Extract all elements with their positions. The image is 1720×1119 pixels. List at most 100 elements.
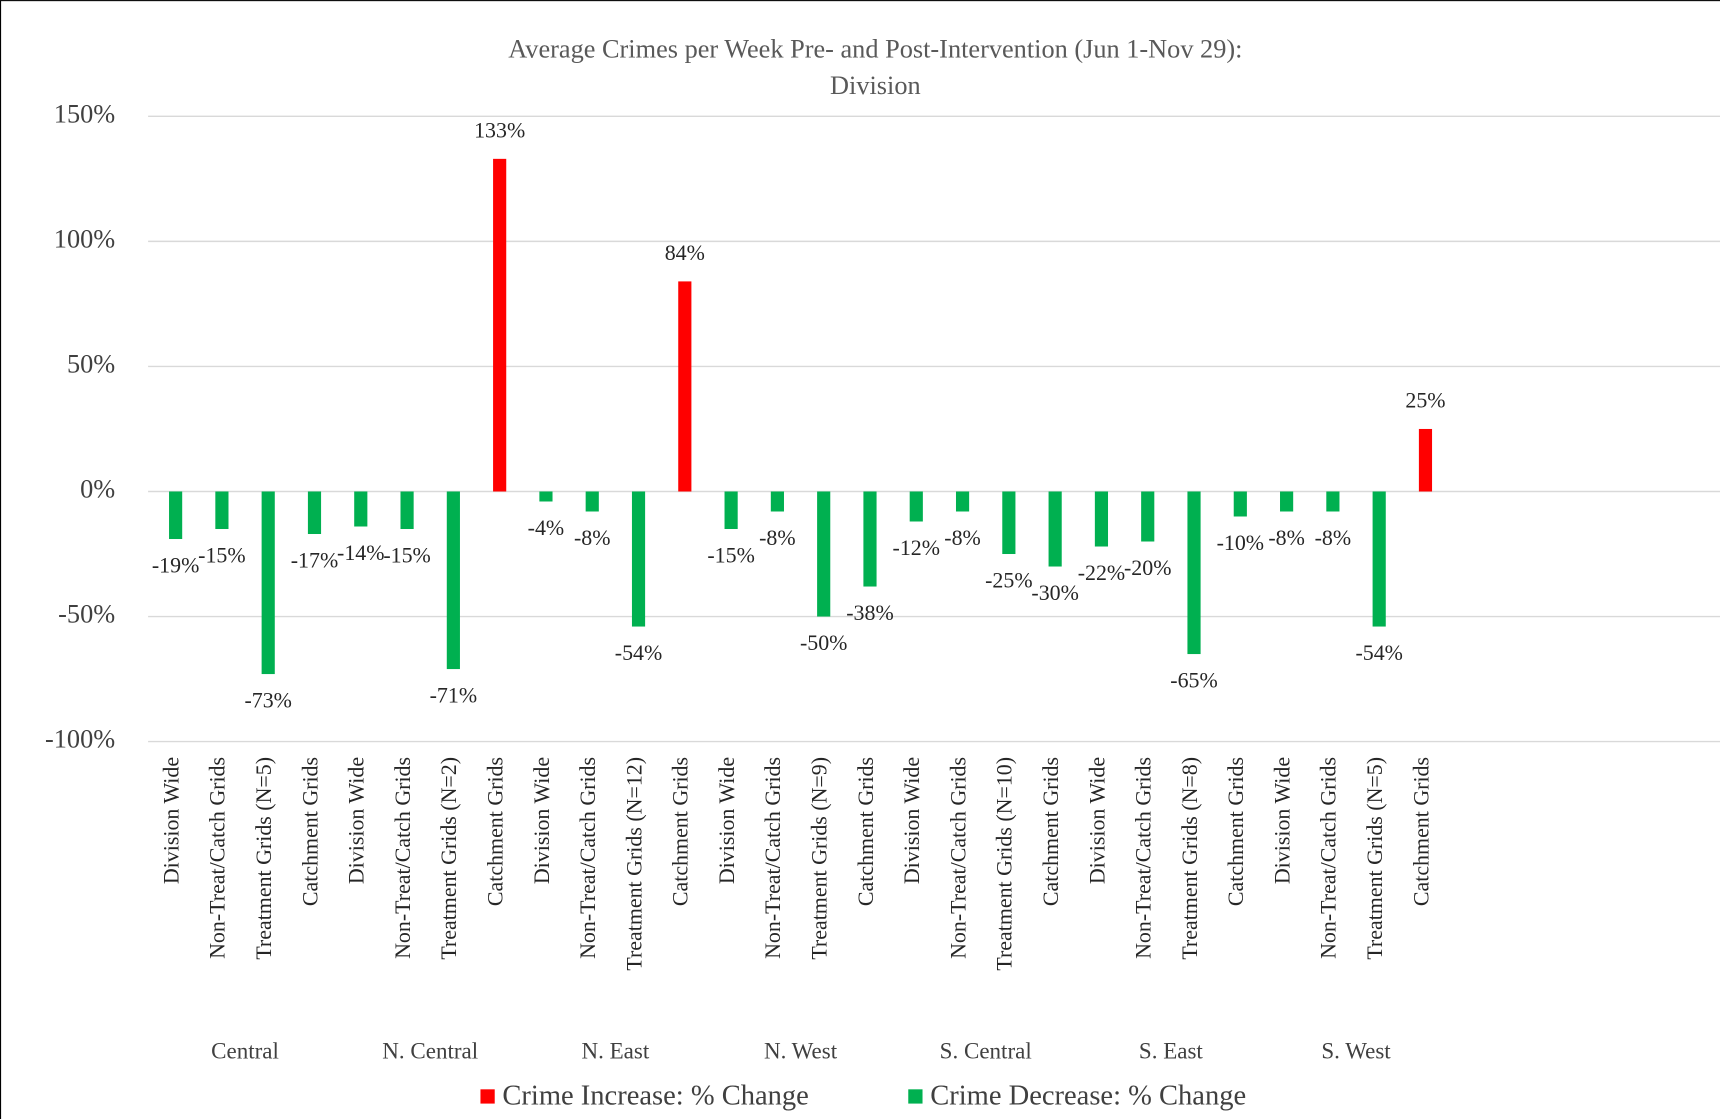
bar [1372, 491, 1386, 627]
bar [1326, 491, 1340, 512]
group-label: S. Central [940, 1037, 1032, 1063]
bar [585, 491, 599, 512]
value-label: 133% [474, 118, 525, 143]
x-tick-label: Non-Treat/Catch Grids [760, 757, 785, 959]
value-label: -54% [1355, 640, 1402, 665]
x-tick-label: Treatment Grids (N=9) [807, 757, 832, 960]
x-tick-label: Division Wide [344, 757, 369, 884]
bar [307, 491, 322, 535]
group-label: N. East [581, 1037, 649, 1063]
legend-label: Crime Decrease: % Change [930, 1081, 1246, 1112]
x-tick-label: Division Wide [158, 757, 183, 884]
bar [770, 491, 784, 512]
bar [817, 491, 831, 617]
value-label: -8% [1315, 525, 1352, 550]
value-label: -15% [707, 543, 754, 568]
y-tick-label: 150% [54, 99, 115, 128]
value-label: -8% [759, 525, 796, 550]
value-label: -30% [1031, 580, 1078, 605]
x-tick-label: Non-Treat/Catch Grids [1131, 757, 1156, 959]
legend-label: Crime Increase: % Change [502, 1081, 808, 1112]
value-label: -73% [244, 688, 291, 713]
x-tick-label: Division Wide [714, 757, 739, 884]
x-tick-label: Division Wide [899, 757, 924, 884]
chart-title: Average Crimes per Week Pre- and Post-In… [508, 35, 1242, 64]
legend-swatch [908, 1089, 923, 1104]
value-label: -12% [893, 535, 940, 560]
bar [678, 281, 692, 492]
bar [1187, 491, 1201, 655]
group-label: S. East [1139, 1037, 1204, 1063]
x-tick-label: Catchment Grids [1038, 757, 1063, 906]
bar [1048, 491, 1062, 567]
bar [354, 491, 368, 527]
group-label: N. Central [382, 1037, 478, 1063]
bar [1233, 491, 1247, 517]
value-label: -10% [1217, 530, 1264, 555]
chart-title: Division [830, 71, 921, 100]
bar [631, 491, 646, 627]
value-label: -17% [291, 548, 338, 573]
bar [1418, 428, 1433, 492]
legend-swatch [480, 1089, 495, 1104]
bar [400, 491, 414, 530]
x-tick-label: Non-Treat/Catch Grids [390, 757, 415, 959]
value-label: -19% [152, 553, 199, 578]
x-tick-label: Catchment Grids [482, 757, 507, 906]
bar [493, 158, 507, 492]
bar [215, 491, 229, 530]
x-tick-label: Non-Treat/Catch Grids [945, 757, 970, 959]
bar [1280, 491, 1294, 512]
bar [1141, 491, 1155, 542]
bar [909, 491, 923, 522]
x-tick-label: Catchment Grids [1223, 757, 1248, 906]
x-tick-label: Non-Treat/Catch Grids [205, 757, 230, 959]
value-label: -54% [615, 640, 662, 665]
x-tick-label: Treatment Grids (N=5) [251, 757, 276, 960]
value-label: -22% [1078, 560, 1125, 585]
x-tick-label: Catchment Grids [853, 757, 878, 906]
value-label: -20% [1124, 555, 1171, 580]
x-tick-label: Non-Treat/Catch Grids [1316, 757, 1341, 959]
value-label: -8% [944, 525, 981, 550]
value-label: -14% [337, 540, 384, 565]
x-tick-label: Catchment Grids [1408, 757, 1433, 906]
x-tick-label: Treatment Grids (N=2) [436, 757, 461, 960]
value-label: 25% [1405, 388, 1445, 413]
value-label: -15% [383, 543, 430, 568]
value-label: -4% [528, 515, 565, 540]
value-label: -50% [800, 630, 847, 655]
value-label: -8% [1268, 525, 1305, 550]
bar [169, 491, 183, 540]
x-tick-label: Division Wide [1269, 757, 1294, 884]
x-tick-label: Non-Treat/Catch Grids [575, 757, 600, 959]
group-label: S. West [1321, 1037, 1391, 1063]
group-label: Central [211, 1037, 279, 1063]
x-tick-label: Treatment Grids (N=12) [621, 757, 646, 971]
bar [863, 491, 877, 587]
value-label: -71% [430, 683, 477, 708]
x-tick-label: Catchment Grids [668, 757, 693, 906]
y-tick-label: -50% [58, 600, 115, 629]
bar [539, 491, 553, 502]
value-label: -65% [1170, 668, 1217, 693]
bar [955, 491, 970, 512]
bar [1094, 491, 1109, 547]
value-label: 84% [665, 240, 705, 265]
value-label: -38% [846, 600, 893, 625]
y-tick-label: 100% [54, 224, 115, 253]
x-tick-label: Treatment Grids (N=10) [992, 757, 1017, 971]
bar [261, 491, 275, 675]
x-tick-label: Treatment Grids (N=5) [1362, 757, 1387, 960]
x-tick-label: Division Wide [529, 757, 554, 884]
x-tick-label: Catchment Grids [297, 757, 322, 906]
value-label: -25% [985, 568, 1032, 593]
y-tick-label: -100% [45, 725, 115, 754]
x-tick-label: Treatment Grids (N=8) [1177, 757, 1202, 960]
bar [446, 491, 460, 670]
bar [724, 491, 738, 530]
bar [1002, 491, 1016, 555]
value-label: -15% [198, 543, 245, 568]
